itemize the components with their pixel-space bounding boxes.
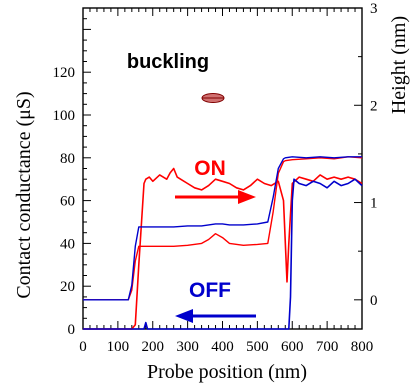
annotation-buckling: buckling [127,51,209,73]
x-tick-label: 100 [107,339,130,355]
axes-layer: 0 100 200 300 400 500 600 700 800020406080100120… [53,1,378,355]
y-tick-label: 120 [53,65,76,81]
on-arrow [175,190,256,204]
series-height-on [83,156,363,301]
series-height-off [83,156,362,301]
y-tick-label: 80 [60,151,75,167]
x-tick-label: 700 [316,339,339,355]
series-conductance-off [83,178,363,330]
y-right-tick-label: 0 [370,293,378,309]
y-tick-label: 40 [60,236,75,252]
y-tick-label: 0 [68,322,76,338]
x-tick-label: 500 [246,339,269,355]
x-tick-label: 600 [281,339,304,355]
x-tick-label: 400 [211,339,234,355]
x-tick-label: 800 [351,339,374,355]
x-axis-label: Probe position (nm) [147,361,307,383]
off-arrow [175,309,256,323]
y-axis-label: Contact conductance (μS) [13,91,35,298]
y-axis-right-label: Height (nm) [388,16,410,114]
x-tick-label: 0 [79,339,87,355]
y-right-tick-label: 2 [370,98,378,114]
x-tick-label: 200 [142,339,165,355]
y-right-tick-label: 3 [370,1,378,17]
y-tick-label: 100 [53,108,76,124]
annotation-off: OFF [189,279,231,302]
x-tick-label: 300 [176,339,199,355]
annotation-on: ON [194,157,226,180]
series-conductance-on [83,167,363,330]
y-tick-label: 60 [60,194,75,210]
series-layer [83,156,363,330]
y-right-tick-label: 1 [370,196,378,212]
y-tick-label: 20 [60,279,75,295]
